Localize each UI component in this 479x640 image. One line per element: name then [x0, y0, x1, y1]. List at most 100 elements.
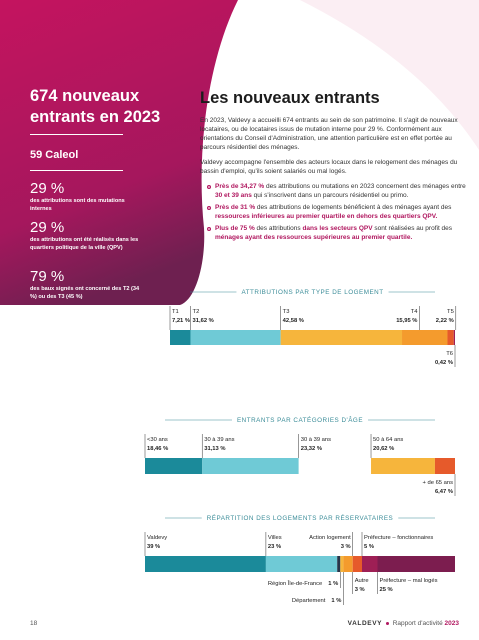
- segment-value: 1 %: [328, 581, 338, 587]
- segment-value: 3 %: [355, 587, 365, 593]
- segment-value: 23,32 %: [301, 446, 322, 452]
- segment-name: 50 à 64 ans: [373, 437, 403, 443]
- bar-segment: [145, 458, 203, 474]
- segment-name: T1: [172, 309, 179, 315]
- bar-segment: [145, 556, 266, 572]
- stat-text: des attributions sont des mutations inte…: [30, 198, 125, 212]
- bullet-strong: Près de 31 %: [215, 204, 256, 211]
- bullet-strong: Plus de 75 %: [215, 225, 255, 232]
- segment-name: Valdevy: [147, 535, 167, 541]
- bar-segment: [434, 458, 455, 474]
- segment-value: 0,42 %: [435, 360, 453, 366]
- brand: VALDEVY: [347, 620, 383, 627]
- segment-name: Villes: [268, 535, 282, 541]
- bullet: Près de 31 % des attributions de logemen…: [206, 203, 466, 221]
- bar-segment: [340, 556, 344, 572]
- bullet-dot: [207, 226, 211, 231]
- bullet-dot: [207, 184, 211, 189]
- segment-value: 20,62 %: [373, 446, 394, 452]
- segment-name: Action logement: [309, 535, 351, 541]
- bar-segment: [343, 556, 353, 572]
- bullet-text: des attributions de logements bénéficien…: [255, 204, 452, 211]
- segment-name: T3: [283, 309, 290, 315]
- stat: 79 % des baux signés ont concerné des T2 …: [30, 268, 140, 301]
- divider: [30, 170, 123, 171]
- segment-name: T4: [411, 309, 419, 315]
- segment-name: Région Île-de-France: [268, 580, 322, 587]
- article: En 2023, Valdevy a accueilli 674 entrant…: [200, 116, 466, 245]
- stat-value: 29 %: [30, 180, 65, 197]
- paragraph: En 2023, Valdevy a accueilli 674 entrant…: [200, 117, 458, 151]
- stat-text: des attributions ont été réalisés dans l…: [30, 237, 139, 251]
- panel-subtitle: 59 Caleol: [30, 149, 79, 161]
- decor-arc: [300, 0, 479, 150]
- bullet-strong: ressources inférieures au premier quarti…: [215, 213, 438, 220]
- bullet-strong: dans les secteurs QPV: [302, 225, 373, 232]
- page-number: 18: [30, 620, 38, 627]
- report: Rapport d'activité: [392, 620, 443, 627]
- bar-segment: [280, 330, 403, 345]
- segment-value: 3 %: [341, 544, 351, 550]
- segment-name: Préfecture – mal logés: [380, 578, 438, 584]
- bar-segment: [447, 330, 454, 345]
- segment-name: T2: [193, 309, 200, 315]
- segment-name: Préfecture – fonctionnaires: [364, 535, 433, 541]
- bar-segment: [265, 556, 338, 572]
- bullet-text: qui s'inscrivent dans un parcours réside…: [251, 192, 409, 199]
- bullet: Plus de 75 % des attributions dans les s…: [206, 224, 466, 242]
- segment-value: 6,47 %: [435, 489, 453, 495]
- bullet-text: des attributions: [254, 225, 303, 232]
- stat-text: des baux signés ont concerné des T2 (34 …: [30, 286, 140, 300]
- bullet-dot: [207, 205, 211, 210]
- bar-segment: [298, 458, 372, 474]
- chart-title: ENTRANTS PAR CATÉGORIES D'ÂGE: [237, 415, 363, 424]
- segment-value: 42,58 %: [283, 318, 304, 324]
- bar-segment: [202, 458, 299, 474]
- segment-value: 5 %: [364, 544, 374, 550]
- bar-segment: [371, 458, 435, 474]
- segment-value: 7,21 %: [172, 318, 190, 324]
- stat: 29 % des attributions ont été réalisés da…: [30, 219, 140, 252]
- segment-value: 2,22 %: [436, 318, 454, 324]
- segment-value: 25 %: [380, 587, 393, 593]
- bullet: Près de 34,27 % des attributions ou muta…: [206, 182, 466, 200]
- bullet-strong: 30 et 39 ans: [215, 192, 252, 199]
- year: 2023: [444, 620, 459, 627]
- stat: 29 % des attributions sont des mutations …: [30, 180, 140, 213]
- segment-value: 1 %: [331, 598, 341, 604]
- bar-segment: [170, 330, 191, 345]
- bar-segment: [377, 556, 455, 572]
- chart-title: ATTRIBUTIONS PAR TYPE DE LOGEMENT: [241, 289, 383, 296]
- segment-value: 18,46 %: [147, 446, 168, 452]
- bar-segment: [453, 330, 455, 345]
- left-panel-bg: [0, 0, 238, 305]
- segment-value: 15,95 %: [396, 318, 417, 324]
- segment-value: 39 %: [147, 544, 160, 550]
- bar-segment: [337, 556, 341, 572]
- bar-segment: [352, 556, 362, 572]
- stat-value: 79 %: [30, 268, 65, 285]
- segment-name: Autre: [355, 578, 369, 584]
- bar-segment: [362, 556, 378, 572]
- segment-name: T6: [446, 351, 453, 357]
- divider: [30, 134, 123, 135]
- stat-value: 29 %: [30, 219, 65, 236]
- bullet-strong: ménages ayant des ressources supérieures…: [215, 234, 413, 241]
- bar-segment: [190, 330, 281, 345]
- bar-segment: [402, 330, 448, 345]
- bullet-text: sont réalisées au profit des: [372, 225, 453, 232]
- bullet-text: des attributions ou mutations en 2023 co…: [264, 183, 466, 190]
- separator: [385, 621, 389, 625]
- segment-name: Département: [292, 598, 326, 604]
- panel-title: 674 nouveaux entrants en 2023: [30, 87, 161, 126]
- segment-value: 31,62 %: [193, 318, 214, 324]
- segment-name: 30 à 39 ans: [204, 437, 234, 443]
- segment-label: Région Île-de-France 1 %: [268, 580, 338, 587]
- segment-name: + de 65 ans: [423, 480, 454, 486]
- segment-label: Département 1 %: [292, 598, 342, 604]
- segment-name: 30 à 39 ans: [301, 437, 331, 443]
- segment-value: 23 %: [268, 544, 281, 550]
